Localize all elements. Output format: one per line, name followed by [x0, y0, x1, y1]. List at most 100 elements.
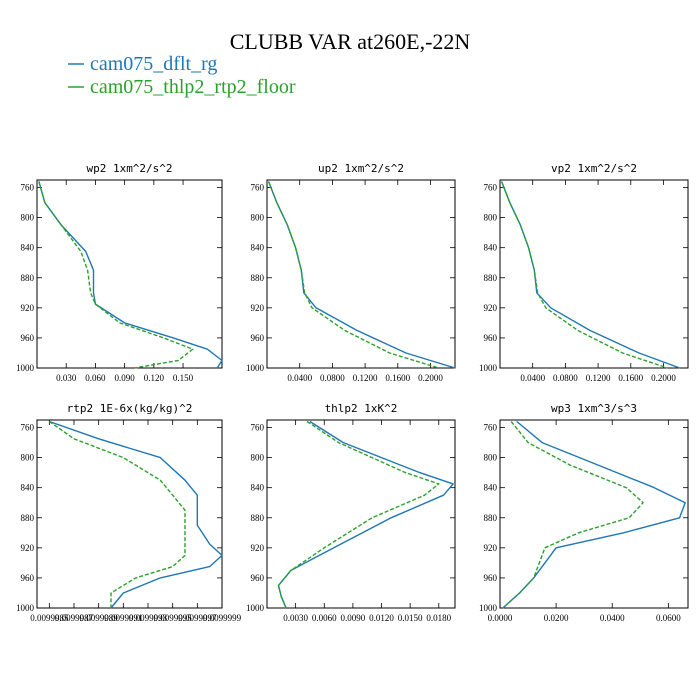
x-tick-label: 0.0800	[553, 373, 578, 383]
panel-3: vp2 1xm^2/s^2 760 800 840 880 920 960 1000 0.040…	[479, 162, 689, 383]
plot-frame	[36, 419, 223, 609]
y-tick-label: 1000	[246, 603, 265, 613]
y-tick-label: 800	[484, 453, 498, 463]
x-tick-label: 0.2000	[651, 373, 676, 383]
x-tick-label: 0.1200	[586, 373, 611, 383]
y-tick-label: 840	[21, 483, 35, 493]
y-tick-label: 800	[21, 213, 35, 223]
y-tick-label: 1000	[479, 603, 498, 613]
y-tick-label: 840	[484, 243, 498, 253]
y-tick-label: 880	[484, 273, 498, 283]
y-tick-label: 920	[251, 303, 265, 313]
series-line-dflt	[38, 181, 223, 369]
x-tick-label: 0.0090	[341, 613, 366, 623]
y-tick-label: 760	[484, 423, 498, 433]
y-tick-label: 920	[484, 303, 498, 313]
panel-1: wp2 1xm^2/s^2 760 800 840 880 920 960 1000 0.030…	[16, 162, 223, 383]
x-tick-label: 0.060	[85, 373, 106, 383]
y-tick-label: 960	[484, 573, 498, 583]
y-tick-label: 760	[251, 183, 265, 193]
x-tick-label: 0.090	[115, 373, 136, 383]
panel-4: rtp2 1E-6x(kg/kg)^2 760 800 840 880 920 960 100…	[16, 402, 242, 623]
x-tick-label: 0.120	[144, 373, 165, 383]
x-tick-label: 0.0400	[287, 373, 312, 383]
panel-6: wp3 1xm^3/s^3 760 800 840 880 920 960 10000.000…	[479, 402, 689, 623]
x-tick-label: 0.0030	[283, 613, 308, 623]
y-tick-label: 960	[251, 573, 265, 583]
panels: wp2 1xm^2/s^2 760 800 840 880 920 960 1000 0.030…	[16, 162, 689, 623]
series-line-floor	[500, 181, 668, 369]
y-tick-label: 960	[21, 573, 35, 583]
x-tick-label: 0.030	[56, 373, 77, 383]
x-tick-label: 0.0099987	[55, 613, 94, 623]
y-tick-label: 760	[21, 183, 35, 193]
series-line-dflt	[49, 420, 223, 609]
plot-frame	[266, 179, 456, 369]
y-tick-label: 840	[21, 243, 35, 253]
x-tick-label: 0.0800	[320, 373, 345, 383]
series-line-dflt	[500, 181, 681, 369]
series-line-floor	[38, 181, 194, 369]
panel-2: up2 1xm^2/s^2 760 800 840 880 920 960 1000 0.040…	[246, 162, 456, 383]
x-tick-label: 0.0200	[544, 613, 569, 623]
y-tick-label: 800	[484, 213, 498, 223]
y-tick-label: 920	[251, 543, 265, 553]
series-line-dflt	[277, 420, 454, 609]
y-tick-label: 880	[21, 273, 35, 283]
y-tick-label: 960	[251, 333, 265, 343]
x-tick-label: 0.0400	[520, 373, 545, 383]
figure-title: CLUBB VAR at260E,-22N	[230, 29, 471, 54]
panel-title: thlp2 1xK^2	[325, 402, 398, 415]
panel-title: vp2 1xm^2/s^2	[551, 162, 637, 175]
series-line-dflt	[502, 420, 686, 609]
y-tick-label: 760	[484, 183, 498, 193]
y-tick-label: 880	[251, 513, 265, 523]
legend: cam075_dflt_rg cam075_thlp2_rtp2_floor	[68, 53, 296, 98]
series-line-dflt	[267, 181, 456, 369]
y-tick-label: 800	[251, 453, 265, 463]
x-tick-label: 0.0099999	[203, 613, 242, 623]
y-tick-label: 840	[251, 243, 265, 253]
series-line-floor	[277, 420, 440, 609]
x-tick-label: 0.2000	[418, 373, 443, 383]
panel-title: rtp2 1E-6x(kg/kg)^2	[67, 402, 193, 415]
y-tick-label: 840	[251, 483, 265, 493]
x-tick-label: 0.0000	[488, 613, 513, 623]
legend-label-floor: cam075_thlp2_rtp2_floor	[90, 76, 296, 98]
x-tick-label: 0.0099989	[80, 613, 119, 623]
series-line-floor	[502, 421, 644, 609]
x-tick-label: 0.0150	[398, 613, 423, 623]
y-tick-label: 920	[21, 543, 35, 553]
plot-frame	[266, 419, 456, 609]
y-tick-label: 840	[484, 483, 498, 493]
y-tick-label: 1000	[246, 363, 265, 373]
x-tick-label: 0.0400	[600, 613, 625, 623]
y-tick-label: 880	[21, 513, 35, 523]
y-tick-label: 960	[484, 333, 498, 343]
x-tick-label: 0.1600	[618, 373, 643, 383]
y-tick-label: 1000	[16, 363, 35, 373]
y-tick-label: 920	[484, 543, 498, 553]
x-tick-label: 0.150	[173, 373, 194, 383]
x-tick-label: 0.1600	[385, 373, 410, 383]
plot-frame	[36, 179, 223, 369]
y-tick-label: 880	[251, 273, 265, 283]
x-tick-label: 0.0600	[656, 613, 681, 623]
x-tick-label: 0.0120	[369, 613, 394, 623]
legend-label-dflt: cam075_dflt_rg	[90, 53, 217, 75]
series-line-floor	[267, 181, 439, 369]
y-tick-label: 880	[484, 513, 498, 523]
x-tick-label: 0.0180	[426, 613, 451, 623]
x-tick-label: 0.0099991	[104, 613, 142, 623]
x-tick-label: 0.0099985	[30, 613, 69, 623]
panel-title: up2 1xm^2/s^2	[318, 162, 404, 175]
x-tick-label: 0.1200	[353, 373, 378, 383]
y-tick-label: 760	[251, 423, 265, 433]
y-tick-label: 960	[21, 333, 35, 343]
series-line-floor	[48, 420, 186, 608]
y-tick-label: 1000	[479, 363, 498, 373]
panel-5: thlp2 1xK^2 760 800 840 880 920 960 1000 0.0030 0…	[246, 402, 456, 623]
plot-frame	[499, 179, 689, 369]
panel-title: wp2 1xm^2/s^2	[86, 162, 172, 175]
